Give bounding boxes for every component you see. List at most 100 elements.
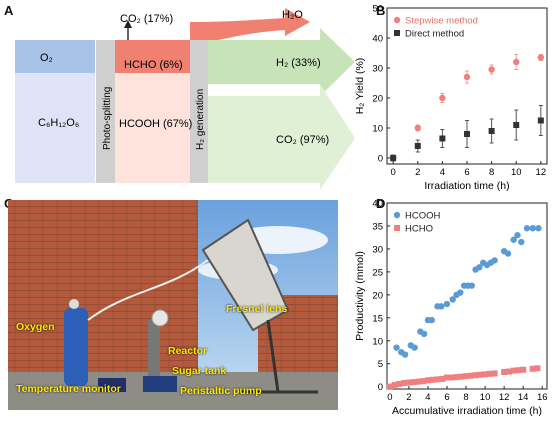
- y-axis-label: H₂ Yield (%): [354, 58, 366, 115]
- x-tick-label: 10: [511, 167, 522, 178]
- setup-photo: Oxygen Fresnel lens Reactor Sugar tank T…: [8, 200, 338, 410]
- x-tick-label: 12: [536, 167, 547, 178]
- data-point: [463, 373, 470, 380]
- x-axis-label: Accumulative irradiation time (h): [392, 405, 542, 417]
- data-point: [428, 316, 435, 324]
- data-point: [510, 367, 517, 374]
- y-tick-label: 0: [378, 382, 383, 393]
- setup-photo-illustration: [8, 200, 338, 410]
- data-point: [486, 370, 493, 377]
- data-point: [472, 372, 479, 379]
- data-point: [411, 344, 418, 351]
- data-point: [439, 375, 446, 382]
- pump-device: [143, 376, 177, 392]
- hcho-block: [115, 40, 190, 73]
- co2-97-arrow: [208, 84, 355, 190]
- reactor-label: Reactor: [168, 345, 208, 357]
- data-point: [491, 370, 498, 377]
- data-point: [401, 380, 408, 387]
- data-point: [477, 371, 484, 378]
- h2-arrow: [208, 28, 355, 96]
- y-tick-label: 15: [372, 313, 383, 324]
- data-point: [534, 365, 541, 372]
- brick-wall: [8, 200, 198, 380]
- y-tick-label: 30: [372, 64, 383, 75]
- data-point: [453, 374, 460, 381]
- data-point: [529, 365, 536, 372]
- data-point: [467, 372, 474, 379]
- flow-diagram: O₂ C₆H₁₂O₆ Photo-splitting H₂ generation…: [15, 8, 355, 190]
- data-point: [513, 122, 520, 128]
- panel-letter-d: D: [376, 196, 386, 211]
- y-tick-label: 10: [372, 336, 383, 347]
- co2-97-label: CO₂ (97%): [276, 134, 329, 146]
- co2-arrow-head: [124, 20, 132, 28]
- legend-label: HCHO: [405, 224, 433, 235]
- hcooh-block: [115, 73, 190, 183]
- legend-label: HCOOH: [405, 211, 441, 222]
- legend-marker: [394, 225, 400, 231]
- data-point: [464, 131, 470, 137]
- data-point: [401, 351, 409, 358]
- data-point: [420, 330, 428, 338]
- o2-block: [15, 40, 95, 73]
- y-tick-label: 40: [372, 34, 383, 45]
- data-point: [476, 264, 483, 271]
- fresnel-lens-label: Fresnel lens: [226, 303, 288, 315]
- x-tick-label: 14: [518, 392, 529, 403]
- h2-generation-column: [190, 40, 208, 183]
- data-point: [504, 250, 512, 257]
- data-point: [488, 128, 495, 134]
- data-point: [420, 378, 427, 385]
- data-point: [434, 376, 441, 383]
- data-point: [415, 378, 422, 385]
- temperature-monitor-device: [98, 378, 126, 392]
- data-point: [414, 124, 421, 132]
- panel-letter-b: B: [376, 3, 386, 18]
- photo-splitting-label: Photo-splitting: [102, 87, 113, 150]
- data-point: [518, 238, 525, 246]
- x-tick-label: 2: [406, 392, 411, 403]
- data-point: [386, 383, 393, 390]
- panel-letter-a: A: [4, 3, 14, 18]
- data-point: [468, 282, 475, 289]
- data-point: [457, 289, 464, 296]
- y-tick-label: 50: [372, 4, 383, 15]
- data-point: [390, 155, 397, 161]
- data-point: [515, 367, 522, 374]
- glucose-block: [15, 73, 95, 183]
- data-point: [448, 374, 455, 381]
- data-point: [501, 369, 508, 376]
- y-tick-label: 40: [372, 199, 383, 210]
- hcooh-label: HCOOH (67%): [119, 118, 192, 130]
- fresnel-lens: [201, 218, 290, 332]
- data-point: [396, 380, 403, 387]
- data-point: [391, 381, 398, 388]
- data-point: [443, 300, 451, 308]
- x-tick-label: 4: [440, 167, 445, 178]
- y-tick-label: 35: [372, 221, 383, 232]
- data-point: [537, 54, 545, 61]
- y-tick-label: 20: [372, 94, 383, 105]
- legend-marker: [394, 30, 400, 36]
- data-point: [393, 344, 400, 351]
- x-tick-label: 16: [537, 392, 548, 403]
- x-tick-label: 2: [415, 167, 420, 178]
- data-point: [523, 225, 531, 232]
- data-point: [529, 225, 536, 232]
- reactor-stand: [148, 320, 160, 380]
- y-axis-label: Productivity (mmol): [354, 251, 366, 341]
- oxygen-regulator: [69, 299, 79, 309]
- y-tick-label: 20: [372, 290, 383, 301]
- data-point: [405, 379, 412, 386]
- tubing: [87, 259, 209, 321]
- data-point: [482, 371, 489, 378]
- data-point: [414, 143, 421, 149]
- data-point: [463, 73, 471, 81]
- x-tick-label: 0: [391, 167, 396, 178]
- data-point: [514, 231, 521, 239]
- data-point: [488, 66, 495, 73]
- h2-generation-label: H₂ generation: [195, 89, 206, 150]
- x-axis-label: Irradiation time (h): [424, 180, 509, 192]
- legend-label: Stepwise method: [405, 16, 478, 27]
